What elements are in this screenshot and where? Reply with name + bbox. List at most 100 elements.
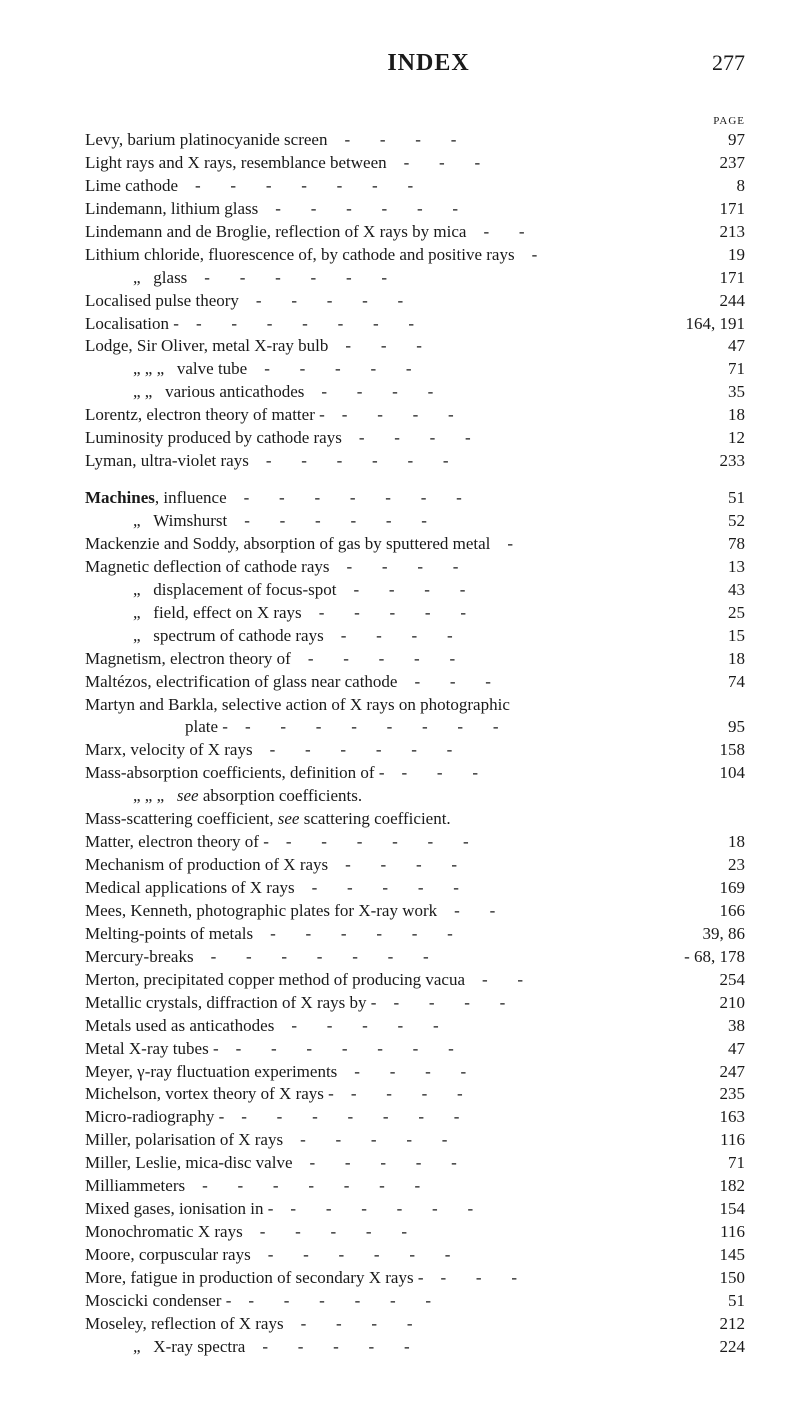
entry-text: „ Wimshurst - - - - - - [85, 510, 427, 533]
entry-text: „ displacement of focus-spot - - - - [85, 579, 465, 602]
index-entry: Lindemann, lithium glass - - - - - - 171 [85, 198, 745, 221]
entry-page-ref: 47 [655, 1038, 745, 1061]
entry-page-ref: 145 [655, 1244, 745, 1267]
index-entry: Lithium chloride, fluorescence of, by ca… [85, 244, 745, 267]
entry-text: Lime cathode - - - - - - - [85, 175, 413, 198]
index-entry: Metals used as anticathodes - - - - -38 [85, 1015, 745, 1038]
index-entry: Mackenzie and Soddy, absorption of gas b… [85, 533, 745, 556]
leader-dashes: - - [466, 222, 524, 241]
leader-dashes: - - - - - - - [178, 176, 413, 195]
entry-page-ref: 71 [655, 1152, 745, 1175]
leader-dashes: - - - - [336, 580, 465, 599]
index-entry: plate - - - - - - - - -95 [85, 716, 745, 739]
leader-dashes: - - - - - - - [194, 947, 429, 966]
entry-text: Localisation - - - - - - - - [85, 313, 414, 336]
index-entry: Lime cathode - - - - - - -8 [85, 175, 745, 198]
entry-page-ref: 19 [655, 244, 745, 267]
index-entry: Miller, polarisation of X rays - - - - -… [85, 1129, 745, 1152]
leader-dashes: - - - - - - - [179, 314, 414, 333]
entry-text: Mackenzie and Soddy, absorption of gas b… [85, 533, 513, 556]
leader-dashes: - - - [424, 1268, 517, 1287]
entry-page-ref: 244 [655, 290, 745, 313]
entry-text: Mass-absorption coefficients, definition… [85, 762, 478, 785]
index-entry: Luminosity produced by cathode rays - - … [85, 427, 745, 450]
entry-page-ref: 171 [655, 198, 745, 221]
entry-text: Monochromatic X rays - - - - - [85, 1221, 407, 1244]
entry-text: Light rays and X rays, resemblance betwe… [85, 152, 480, 175]
entry-page-ref: 18 [655, 831, 745, 854]
index-entry: Mass-absorption coefficients, definition… [85, 762, 745, 785]
entry-page-ref: 51 [655, 1290, 745, 1313]
entry-text: More, fatigue in production of secondary… [85, 1267, 517, 1290]
index-entry: Moore, corpuscular rays - - - - - -145 [85, 1244, 745, 1267]
section-break [85, 473, 745, 487]
index-entry: „ „ „ valve tube - - - - - 71 [85, 358, 745, 381]
leader-dashes: - - - [385, 763, 478, 782]
entry-page-ref: 116 [655, 1129, 745, 1152]
entry-page-ref: 210 [655, 992, 745, 1015]
entry-text: „ spectrum of cathode rays - - - - [85, 625, 453, 648]
leader-dashes: - - - - - - [269, 832, 469, 851]
index-entry: Marx, velocity of X rays - - - - - -158 [85, 739, 745, 762]
entry-text: Lithium chloride, fluorescence of, by ca… [85, 244, 537, 267]
leader-dashes: - - - - - - [273, 1199, 473, 1218]
entry-page-ref: 212 [655, 1313, 745, 1336]
entry-text: Moscicki condenser - - - - - - - [85, 1290, 431, 1313]
index-entry: Miller, Leslie, mica-disc valve - - - - … [85, 1152, 745, 1175]
index-entry: Localisation - - - - - - - - 164, 191 [85, 313, 745, 336]
leader-dashes: - - - - - - - [227, 488, 462, 507]
leader-dashes: - - - - - - - [185, 1176, 420, 1195]
entry-prefix: „ [133, 626, 153, 645]
index-entry: Lodge, Sir Oliver, metal X-ray bulb - - … [85, 335, 745, 358]
entry-page-ref: 13 [655, 556, 745, 579]
leader-dashes: - - - [328, 336, 421, 355]
entry-text: „ field, effect on X rays - - - - - [85, 602, 466, 625]
entry-page-ref: 35 [655, 381, 745, 404]
entry-text: Machines, influence - - - - - - - [85, 487, 462, 510]
entry-page-ref: 39, 86 [655, 923, 745, 946]
index-entry: Michelson, vortex theory of X rays - - -… [85, 1083, 745, 1106]
entry-text: Maltézos, electrification of glass near … [85, 671, 491, 694]
entry-page-ref: 51 [655, 487, 745, 510]
entry-page-ref: 164, 191 [655, 313, 745, 336]
index-entry: Matter, electron theory of - - - - - - -… [85, 831, 745, 854]
index-entry: More, fatigue in production of secondary… [85, 1267, 745, 1290]
leader-dashes: - - - - - [243, 1222, 407, 1241]
index-entry: Mees, Kenneth, photographic plates for X… [85, 900, 745, 923]
entry-page-ref: 71 [655, 358, 745, 381]
entry-prefix: „ [133, 603, 153, 622]
leader-dashes: - - - - - [247, 359, 411, 378]
index-entry: Magnetic deflection of cathode rays - - … [85, 556, 745, 579]
entry-page-ref: 154 [655, 1198, 745, 1221]
entry-text: „ „ „ valve tube - - - - - [85, 358, 412, 381]
entry-page-ref: 95 [655, 716, 745, 739]
entry-prefix: „ „ „ [133, 786, 177, 805]
entry-text: Miller, Leslie, mica-disc valve - - - - … [85, 1152, 457, 1175]
index-entry: Mercury-breaks - - - - - - -- 68, 178 [85, 946, 745, 969]
entry-text: Luminosity produced by cathode rays - - … [85, 427, 471, 450]
entry-page-ref: 97 [655, 129, 745, 152]
index-entry: „ „ „ see absorption coefficients. [85, 785, 745, 808]
entry-page-ref: 254 [655, 969, 745, 992]
index-entry: Mechanism of production of X rays - - - … [85, 854, 745, 877]
entry-page-ref: - 68, 178 [655, 946, 745, 969]
entry-text: Metallic crystals, diffraction of X rays… [85, 992, 505, 1015]
entry-prefix: „ [133, 580, 153, 599]
entry-prefix: „ „ „ [133, 359, 177, 378]
leader-dashes: - - - - [324, 626, 453, 645]
entry-page-ref: 74 [655, 671, 745, 694]
entry-page-ref: 247 [655, 1061, 745, 1084]
entry-prefix: „ [133, 268, 153, 287]
entry-page-ref: 224 [655, 1336, 745, 1359]
index-entry: Maltézos, electrification of glass near … [85, 671, 745, 694]
leader-dashes: - [490, 534, 513, 553]
entry-page-ref: 12 [655, 427, 745, 450]
leader-dashes: - - - - - [283, 1130, 447, 1149]
entry-page-ref: 166 [655, 900, 745, 923]
entry-prefix: „ [133, 511, 153, 530]
leader-dashes: - - - - - [293, 1153, 457, 1172]
entry-text: Matter, electron theory of - - - - - - - [85, 831, 469, 854]
entry-text: Miller, polarisation of X rays - - - - - [85, 1129, 447, 1152]
entry-text: Lindemann, lithium glass - - - - - - [85, 198, 458, 221]
leader-dashes: - - - [397, 672, 490, 691]
